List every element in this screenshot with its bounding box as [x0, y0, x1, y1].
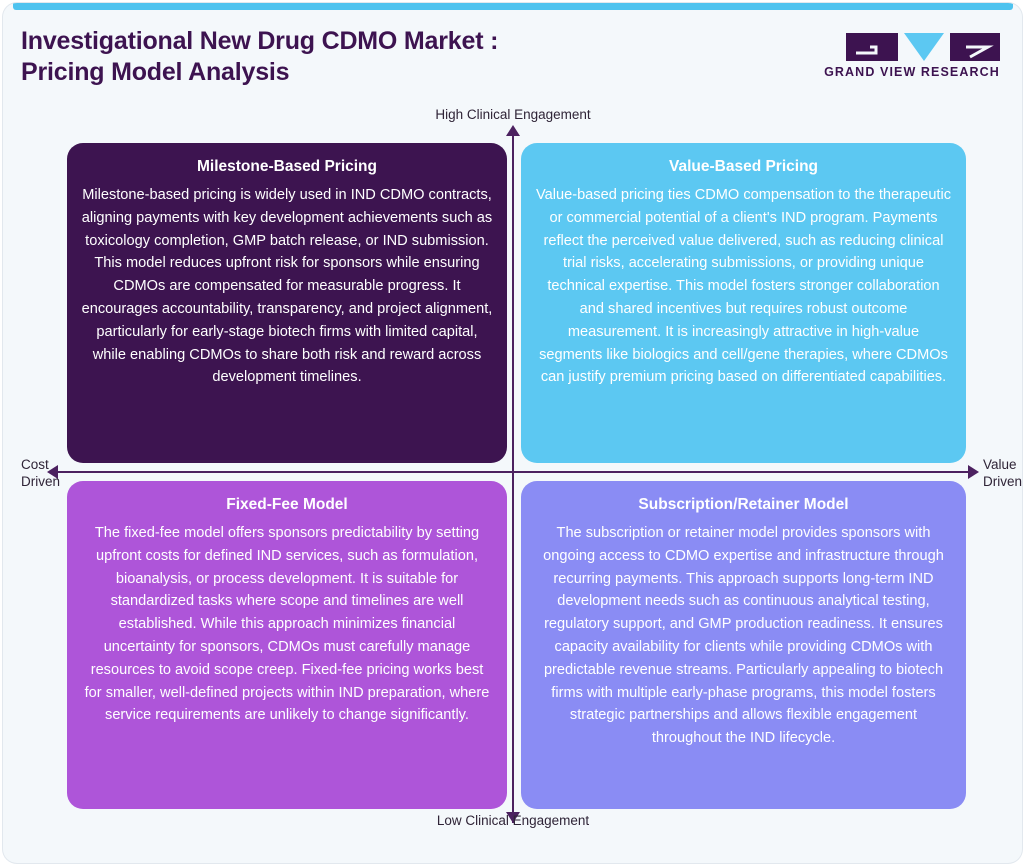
quadrant-title: Milestone-Based Pricing: [196, 158, 377, 175]
axis-label-left: Cost Driven: [21, 456, 61, 490]
brand-logo: GRAND VIEW RESEARCH: [824, 31, 1002, 85]
page-title-line-1: Investigational New Drug CDMO Market :: [21, 27, 499, 55]
top-accent-bar: [13, 3, 1013, 10]
axis-label-bottom: Low Clinical Engagement: [436, 813, 590, 828]
axis-arrow-right-icon: [968, 465, 979, 479]
axis-label-right-line-2: Driven: [983, 474, 1022, 489]
quadrant-title: Fixed-Fee Model: [226, 496, 348, 513]
axis-label-top: High Clinical Engagement: [435, 107, 591, 122]
horizontal-axis-line: [55, 471, 975, 473]
quadrant-chart: High Clinical Engagement Low Clinical En…: [3, 107, 1022, 863]
vertical-axis-line: [512, 133, 514, 823]
axis-label-left-line-2: Driven: [21, 474, 61, 489]
axis-label-right-line-1: Value: [983, 457, 1017, 472]
axis-arrow-left-icon: [47, 465, 58, 479]
quadrant-body: The fixed-fee model offers sponsors pred…: [84, 525, 490, 724]
quadrant-body: The subscription or retainer model provi…: [543, 525, 944, 747]
quadrant-title: Subscription/Retainer Model: [638, 496, 849, 513]
quadrant-body: Value-based pricing ties CDMO compensati…: [535, 187, 952, 386]
axis-label-left-line-1: Cost: [21, 457, 49, 472]
header: Investigational New Drug CDMO Market : P…: [3, 3, 1022, 111]
infographic-card: Investigational New Drug CDMO Market : P…: [3, 3, 1022, 863]
logo-mark-icon: [824, 31, 1002, 63]
quadrant-milestone-based-pricing[interactable]: Milestone-Based Pricing Milestone-based …: [67, 143, 507, 463]
page-title: Investigational New Drug CDMO Market : P…: [21, 26, 761, 88]
quadrant-subscription-retainer-model[interactable]: Subscription/Retainer Model The subscrip…: [521, 481, 966, 809]
axis-arrow-up-icon: [506, 125, 520, 136]
quadrant-value-based-pricing[interactable]: Value-Based Pricing Value-based pricing …: [521, 143, 966, 463]
quadrant-body: Milestone-based pricing is widely used i…: [81, 187, 493, 386]
axis-arrow-down-icon: [506, 812, 520, 823]
page-title-line-2: Pricing Model Analysis: [21, 58, 290, 86]
quadrant-title: Value-Based Pricing: [668, 158, 819, 175]
axis-label-right: Value Driven: [983, 456, 1022, 490]
logo-text: GRAND VIEW RESEARCH: [824, 65, 1000, 79]
quadrant-fixed-fee-model[interactable]: Fixed-Fee Model The fixed-fee model offe…: [67, 481, 507, 809]
